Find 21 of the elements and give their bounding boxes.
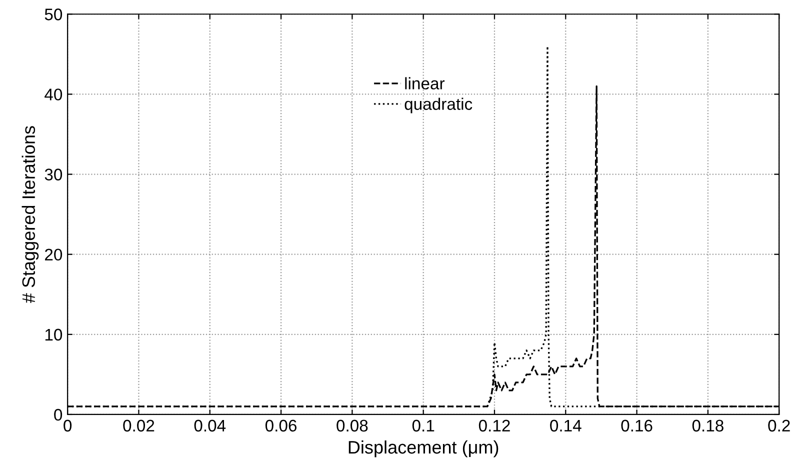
- x-tick-label: 0.02: [123, 420, 154, 432]
- y-tick-label: 50: [44, 8, 62, 20]
- y-axis-title: # Staggered Iterations: [22, 126, 39, 304]
- legend-label: quadratic: [404, 98, 472, 114]
- y-tick-label: 40: [44, 88, 62, 100]
- x-tick-label: 0.18: [692, 420, 724, 432]
- x-tick-label: 0.12: [478, 420, 510, 432]
- x-tick-label: 0.04: [194, 420, 226, 432]
- x-tick-label: 0.1: [412, 420, 434, 432]
- x-tick-label: 0.2: [768, 420, 790, 432]
- y-tick-label: 0: [54, 408, 62, 421]
- x-tick-label: 0: [64, 420, 72, 432]
- x-tick-label: 0.06: [265, 420, 297, 432]
- y-tick-label: 30: [44, 168, 62, 180]
- x-tick-label: 0.08: [336, 420, 368, 432]
- y-tick-label: 20: [45, 248, 62, 261]
- x-axis-title: Displacement (μm): [348, 440, 498, 458]
- x-tick-label: 0.14: [550, 420, 582, 432]
- x-tick-label: 0.16: [621, 420, 652, 432]
- y-tick-label: 10: [45, 328, 62, 341]
- legend-label: linear: [405, 77, 445, 90]
